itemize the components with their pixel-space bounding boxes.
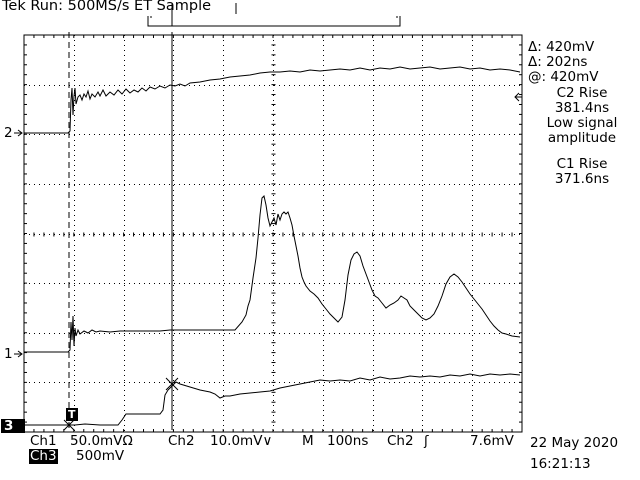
timebase-label: M: [302, 433, 314, 449]
ch3-cross-marker: [165, 377, 179, 391]
trigger-slope-icon: ʃ: [424, 433, 429, 449]
channel-markers: [1, 92, 522, 433]
trigger-position-marker: [66, 408, 78, 421]
ch1-ground-arrow: [14, 350, 23, 358]
c2-rise-note-2: amplitude: [547, 130, 617, 146]
c2-rise-note-1: Low signal: [546, 115, 618, 131]
ch3-trace: [24, 373, 521, 426]
cursors: [63, 32, 179, 431]
cursor-delta-voltage: Δ: 420mV: [528, 39, 595, 55]
ch2-ground-arrow: [14, 129, 23, 137]
ch1-label: Ch1: [30, 433, 57, 449]
time: 16:21:13: [530, 456, 591, 472]
c2-rise-value: 381.4ns: [554, 100, 610, 116]
ch3-scale: 500mV: [76, 448, 125, 464]
ch2-label: Ch2: [168, 433, 195, 449]
c2-rise-title: C2 Rise: [556, 85, 608, 101]
trigger-source: Ch2: [387, 433, 414, 449]
trigger-marker-label: T: [68, 408, 76, 421]
acquisition-status: Tek Run: 500MS/s ET Sample: [2, 0, 212, 14]
record-length-bracket: [147, 3, 401, 27]
c1-rise-title: C1 Rise: [556, 156, 608, 172]
trigger-level: 7.6mV: [470, 433, 514, 449]
ch1-scale: 50.0mVΩ: [70, 433, 133, 449]
ch3-marker-label: 3: [4, 418, 14, 434]
ch1-cross-marker: [63, 419, 75, 431]
cursor-delta-time: Δ: 202ns: [528, 54, 588, 70]
ch2-marker-label: 2: [4, 125, 13, 141]
trigger-level-arrow: [514, 92, 522, 102]
ch3-ground-marker: [1, 419, 25, 433]
ch2-trace: [24, 66, 521, 134]
timebase-value: 100ns: [327, 433, 369, 449]
ch1-trace: [24, 195, 521, 353]
date: 22 May 2020: [530, 435, 619, 451]
c1-rise-value: 371.6ns: [554, 171, 610, 187]
ch1-marker-label: 1: [4, 346, 13, 362]
ch3-label: Ch3: [29, 448, 58, 464]
ch2-scale: 10.0mV∨: [210, 433, 273, 449]
waveform-traces: [24, 66, 521, 426]
cursor-at-voltage: @: 420mV: [528, 69, 599, 85]
graticule: [23, 34, 523, 433]
